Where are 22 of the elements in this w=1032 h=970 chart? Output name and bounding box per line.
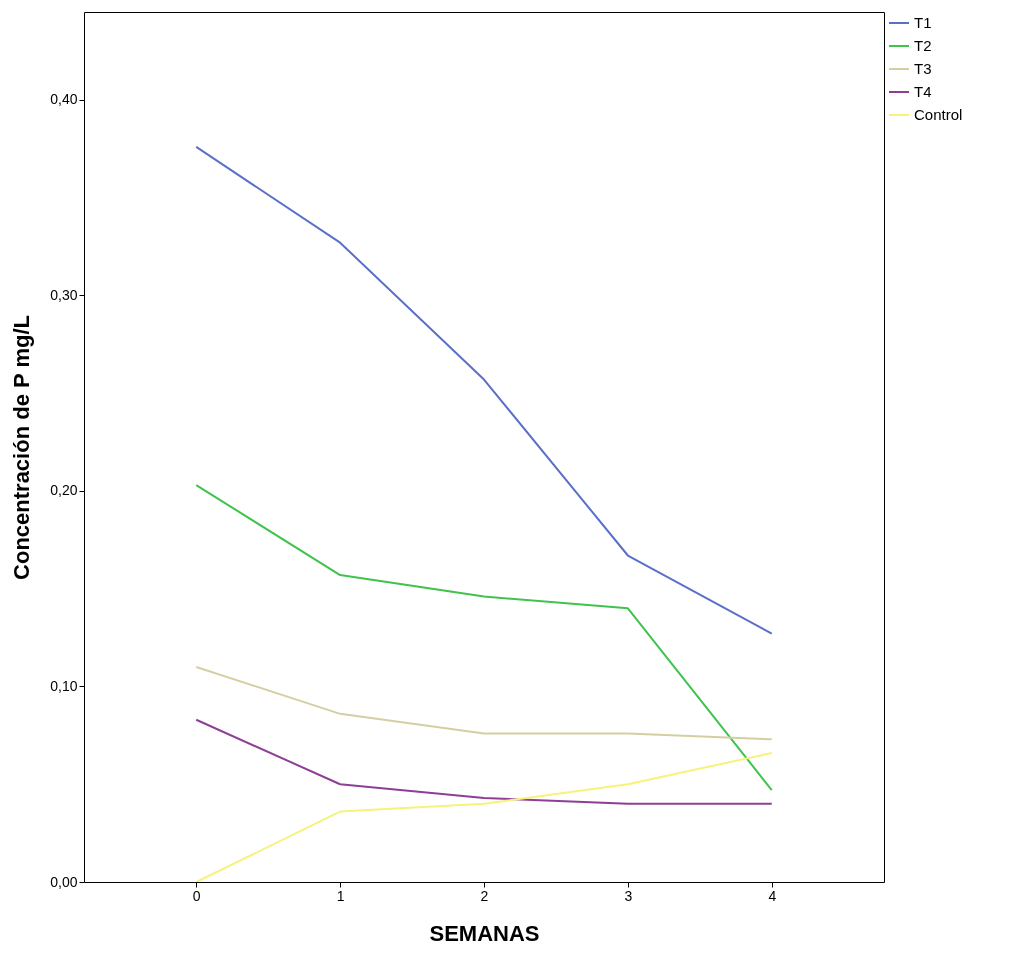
- legend-label: T2: [914, 37, 932, 54]
- x-tick-label: 2: [480, 887, 489, 904]
- x-tick-label: 0: [192, 887, 201, 904]
- legend-label: T4: [914, 83, 932, 100]
- line-series: [195, 484, 773, 792]
- x-tick-label: 3: [624, 887, 633, 904]
- x-axis-title: SEMANAS: [429, 920, 540, 946]
- y-tick-label: 0,10: [50, 677, 78, 694]
- y-tick-label: 0,40: [50, 91, 78, 108]
- legend-label: T3: [914, 60, 932, 77]
- x-tick-label: 1: [336, 887, 345, 904]
- y-tick-label: 0,30: [50, 286, 78, 303]
- y-axis-title: Concentración de P mg/L: [9, 315, 35, 580]
- legend-label: Control: [914, 106, 963, 123]
- line-series: [195, 751, 773, 882]
- line-series: [195, 665, 773, 741]
- y-tick-label: 0,20: [50, 482, 78, 499]
- line-series: [195, 145, 773, 635]
- x-tick-label: 4: [768, 887, 777, 904]
- y-tick-label: 0,00: [50, 873, 78, 890]
- legend-label: T1: [914, 14, 932, 31]
- line-series: [195, 718, 773, 805]
